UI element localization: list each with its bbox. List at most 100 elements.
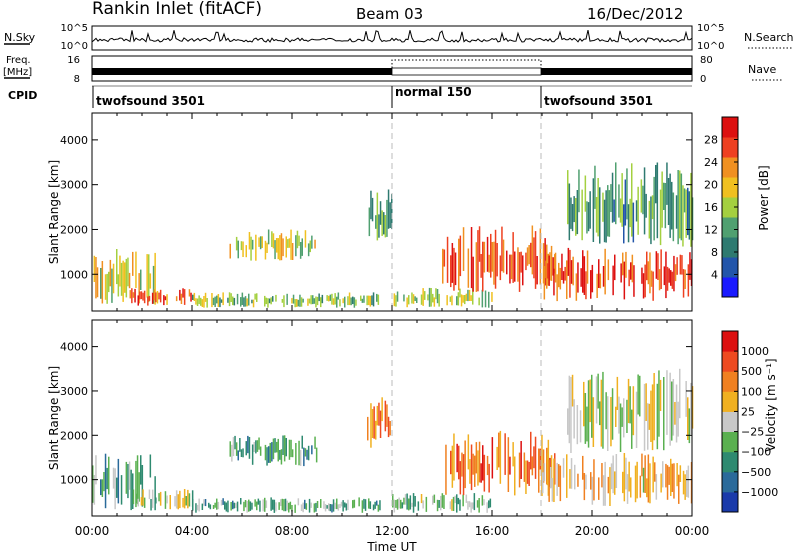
power-echo-cell: [671, 181, 673, 230]
velocity-echo-cell: [656, 383, 659, 450]
velocity-echo-cell: [232, 500, 234, 510]
power-echo-cell: [255, 234, 257, 261]
velocity-echo-cell: [553, 458, 555, 502]
velocity-echo-cell: [257, 498, 260, 505]
power-echo-cell: [304, 230, 307, 248]
velocity-echo-cell: [622, 471, 624, 494]
velocity-echo-cell: [262, 499, 264, 512]
velocity-echo-cell: [384, 400, 387, 432]
power-echo-cell: [544, 238, 546, 286]
power-echo-cell: [599, 273, 602, 289]
freq-tick-top: 16: [67, 55, 80, 66]
velocity-echo-cell: [373, 406, 375, 439]
velocity-echo-cell: [666, 465, 669, 500]
power-echo-cell: [240, 241, 243, 251]
power-echo-cell: [120, 262, 123, 296]
power-echo-cell: [315, 296, 317, 308]
power-echo-cell: [501, 226, 503, 272]
velocity-echo-cell: [299, 449, 302, 466]
power-echo-cell: [268, 298, 271, 304]
power-echo-cell: [296, 299, 298, 307]
velocity-echo-cell: [483, 454, 486, 492]
power-echo-cell: [570, 197, 572, 229]
velocity-echo-cell: [376, 500, 378, 506]
power-echo-cell: [669, 173, 671, 238]
velocity-echo-cell: [406, 493, 408, 510]
power-echo-cell: [514, 251, 516, 282]
velocity-echo-cell: [626, 474, 629, 504]
velocity-echo-cell: [273, 499, 276, 513]
velocity-echo-cell: [275, 441, 278, 453]
power-echo-cell: [230, 293, 232, 302]
velocity-echo-cell: [663, 377, 665, 451]
velocity-echo-cell: [526, 460, 529, 484]
power-colorbar-swatch: [722, 197, 738, 218]
power-echo-cell: [201, 299, 204, 307]
velocity-echo-cell: [469, 459, 471, 484]
velocity-echo-cell: [679, 465, 682, 482]
velocity-ytick-label: 4000: [60, 341, 88, 354]
power-echo-cell: [482, 241, 484, 292]
velocity-echo-cell: [283, 499, 285, 512]
nsearch-tick-bottom: 10^0: [697, 41, 724, 52]
velocity-echo-cell: [233, 502, 236, 509]
velocity-echo-cell: [654, 462, 656, 482]
velocity-echo-cell: [311, 445, 313, 455]
power-echo-cell: [138, 273, 140, 304]
power-echo-cell: [152, 265, 155, 304]
velocity-echo-cell: [509, 456, 511, 475]
velocity-echo-cell: [639, 475, 642, 498]
power-echo-cell: [679, 254, 682, 275]
power-echo-cell: [148, 254, 150, 302]
velocity-echo-cell: [230, 502, 232, 511]
velocity-echo-cell: [488, 463, 490, 493]
power-echo-cell: [427, 294, 429, 301]
power-echo-cell: [122, 260, 124, 302]
velocity-echo-cell: [623, 398, 625, 438]
power-colorbar-swatch: [722, 157, 738, 178]
velocity-echo-cell: [551, 478, 554, 502]
power-echo-cell: [128, 272, 131, 289]
power-echo-cell: [542, 243, 545, 284]
velocity-echo-cell: [363, 498, 365, 509]
velocity-echo-cell: [251, 502, 253, 510]
velocity-echo-cell: [507, 437, 510, 492]
velocity-echo-cell: [541, 434, 543, 496]
power-echo-cell: [154, 252, 156, 305]
power-echo-cell: [491, 242, 494, 272]
power-colorbar-swatch: [722, 137, 738, 158]
velocity-x-axis: 00:00 04:00 08:00 12:00 16:00 20:00 00:00: [75, 524, 710, 538]
velocity-colorbar-swatch: [722, 491, 738, 513]
power-echo-cell: [280, 233, 283, 261]
power-echo-cell: [222, 292, 224, 306]
velocity-echo-cell: [192, 499, 194, 511]
velocity-echo-cell: [659, 379, 662, 411]
velocity-echo-cell: [387, 416, 390, 438]
power-echo-cell: [112, 263, 115, 294]
velocity-echo-cell: [491, 437, 494, 479]
velocity-colorbar-tick-label: 1000: [741, 345, 769, 358]
power-echo-cell: [291, 243, 294, 260]
power-echo-cell: [353, 297, 356, 308]
velocity-echo-cell: [253, 442, 255, 452]
velocity-echo-cell: [106, 467, 108, 490]
power-colorbar-swatch: [722, 117, 738, 138]
velocity-echo-cell: [543, 463, 546, 482]
velocity-echo-cell: [185, 496, 187, 506]
velocity-echo-cell: [538, 448, 540, 493]
power-echo-cell: [310, 295, 312, 305]
power-colorbar-tick-label: 24: [704, 156, 718, 169]
velocity-colorbar-tick-label: 100: [741, 385, 762, 398]
velocity-colorbar-swatch: [722, 331, 738, 352]
velocity-echo-cell: [467, 434, 470, 470]
velocity-echo-cell: [297, 498, 300, 506]
velocity-echo-cell: [451, 499, 453, 511]
power-echo-cell: [140, 269, 142, 290]
power-echo-cell: [119, 255, 121, 287]
velocity-echo-cell: [615, 454, 618, 488]
power-echo-cell: [573, 196, 575, 223]
power-echo-cell: [217, 294, 220, 307]
velocity-echo-cell: [104, 453, 107, 509]
velocity-echo-cell: [320, 499, 322, 508]
power-echo-cell: [615, 162, 617, 225]
